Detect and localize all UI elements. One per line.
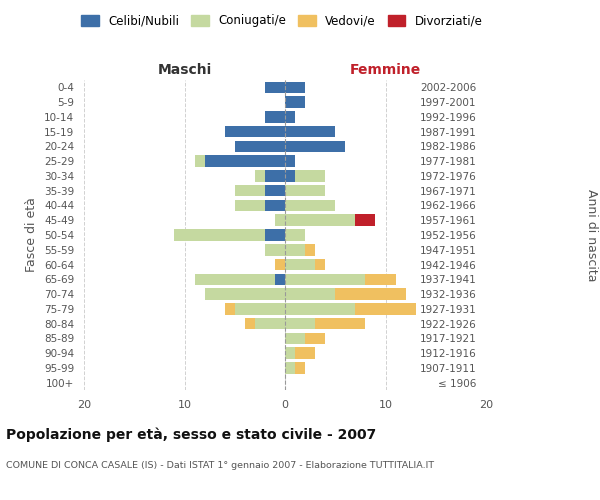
Bar [355, 303, 416, 314]
Bar [285, 318, 315, 330]
Bar [295, 348, 315, 359]
Bar [295, 362, 305, 374]
Bar [245, 318, 255, 330]
Bar [285, 185, 325, 196]
Bar [235, 185, 265, 196]
Legend: Celibi/Nubili, Coniugati/e, Vedovi/e, Divorziati/e: Celibi/Nubili, Coniugati/e, Vedovi/e, Di… [78, 11, 486, 31]
Text: Popolazione per età, sesso e stato civile - 2007: Popolazione per età, sesso e stato civil… [6, 428, 376, 442]
Bar [225, 303, 235, 314]
Bar [285, 274, 365, 285]
Bar [355, 214, 376, 226]
Bar [335, 288, 406, 300]
Bar [285, 111, 295, 122]
Bar [265, 82, 285, 93]
Bar [235, 140, 285, 152]
Bar [205, 156, 285, 167]
Bar [285, 200, 335, 211]
Bar [265, 244, 285, 256]
Bar [265, 111, 285, 122]
Bar [275, 259, 285, 270]
Bar [285, 348, 295, 359]
Bar [225, 126, 285, 138]
Text: Maschi: Maschi [157, 63, 212, 77]
Bar [255, 170, 265, 181]
Bar [285, 214, 355, 226]
Bar [295, 170, 325, 181]
Bar [265, 229, 285, 241]
Bar [285, 96, 305, 108]
Bar [305, 244, 315, 256]
Bar [285, 126, 335, 138]
Text: COMUNE DI CONCA CASALE (IS) - Dati ISTAT 1° gennaio 2007 - Elaborazione TUTTITAL: COMUNE DI CONCA CASALE (IS) - Dati ISTAT… [6, 461, 434, 470]
Bar [285, 229, 305, 241]
Y-axis label: Fasce di età: Fasce di età [25, 198, 38, 272]
Bar [285, 362, 295, 374]
Bar [315, 259, 325, 270]
Bar [285, 140, 346, 152]
Bar [205, 288, 285, 300]
Bar [285, 288, 335, 300]
Bar [265, 185, 285, 196]
Bar [285, 244, 305, 256]
Bar [285, 303, 355, 314]
Bar [365, 274, 395, 285]
Bar [285, 259, 315, 270]
Text: Anni di nascita: Anni di nascita [584, 188, 598, 281]
Bar [235, 200, 265, 211]
Bar [194, 274, 275, 285]
Bar [275, 274, 285, 285]
Bar [275, 214, 285, 226]
Bar [285, 332, 305, 344]
Bar [255, 318, 285, 330]
Bar [235, 303, 285, 314]
Bar [285, 156, 295, 167]
Bar [265, 200, 285, 211]
Bar [285, 82, 305, 93]
Bar [285, 170, 295, 181]
Bar [305, 332, 325, 344]
Bar [265, 170, 285, 181]
Bar [315, 318, 365, 330]
Bar [194, 156, 205, 167]
Text: Femmine: Femmine [350, 63, 421, 77]
Bar [175, 229, 265, 241]
